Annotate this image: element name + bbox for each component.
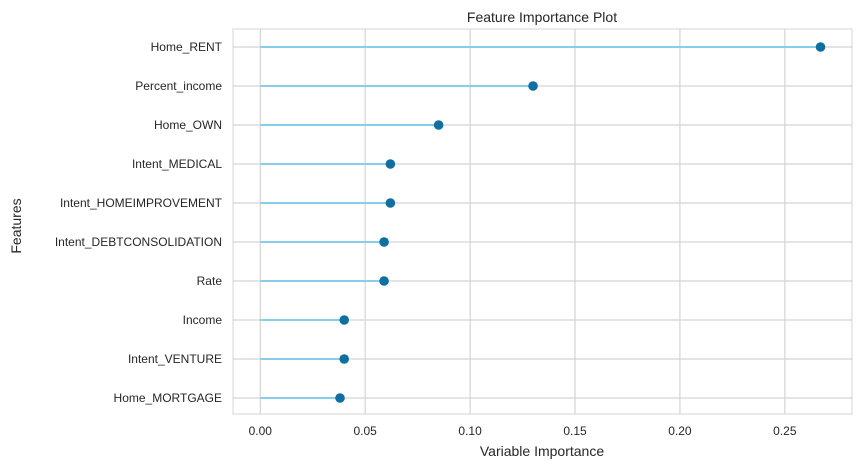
stems	[260, 46, 821, 399]
y-tick-label: Rate	[197, 274, 223, 288]
plot-frame	[232, 28, 853, 415]
y-tick-label: Home_OWN	[154, 118, 222, 132]
marker-Intent_DEBTCONSOLIDATION	[379, 237, 389, 247]
x-tick-label: 0.25	[773, 424, 797, 438]
y-tick-label: Intent_HOMEIMPROVEMENT	[60, 196, 223, 210]
marker-Rate	[379, 276, 389, 286]
marker-Intent_MEDICAL	[385, 159, 396, 169]
x-tick-label: 0.15	[563, 424, 587, 438]
y-tick-labels: Home_RENT Percent_income Home_OWN Intent_ME…	[55, 40, 223, 405]
y-tick-label: Home_MORTGAGE	[114, 391, 222, 405]
marker-Home_MORTGAGE	[335, 393, 345, 403]
marker-Home_RENT	[815, 42, 826, 52]
y-tick-label: Home_RENT	[151, 40, 223, 54]
x-tick-label: 0.05	[354, 424, 378, 438]
chart-title: Feature Importance Plot	[467, 9, 617, 25]
y-axis-label: Features	[8, 198, 24, 253]
marker-Home_OWN	[433, 120, 444, 130]
y-tick-label: Intent_MEDICAL	[132, 157, 222, 171]
x-tick-label: 0.20	[668, 424, 692, 438]
marker-Intent_VENTURE	[339, 354, 350, 364]
markers	[335, 42, 826, 403]
y-tick-label: Intent_VENTURE	[128, 352, 222, 366]
marker-Income	[339, 315, 350, 325]
x-tick-labels: 0.00 0.05 0.10 0.15 0.20 0.25	[249, 424, 797, 438]
x-tick-label: 0.00	[249, 424, 273, 438]
y-tick-label: Income	[183, 313, 223, 327]
marker-Percent_income	[528, 81, 538, 91]
x-axis-label: Variable Importance	[480, 443, 604, 459]
marker-Intent_HOMEIMPROVEMENT	[385, 198, 396, 208]
y-tick-label: Intent_DEBTCONSOLIDATION	[55, 235, 222, 249]
y-tick-label: Percent_income	[135, 79, 222, 93]
x-tick-label: 0.10	[458, 424, 482, 438]
